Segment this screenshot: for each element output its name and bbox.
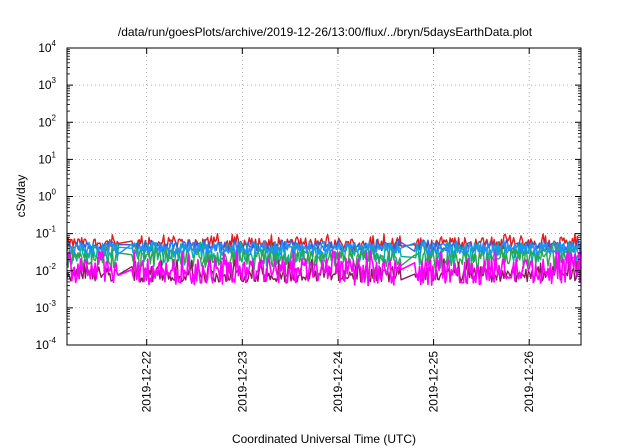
chart-title: /data/run/goesPlots/archive/2019-12-26/1…: [118, 25, 533, 39]
x-tick-label: 2019-12-25: [427, 351, 441, 413]
y-tick-label: 102: [38, 113, 56, 129]
series-line: [66, 249, 582, 287]
x-axis: 2019-12-22 2019-12-23 2019-12-24 2019-12-25…: [140, 48, 536, 413]
y-axis-label: cSv/day: [14, 175, 28, 218]
x-tick-label: 2019-12-23: [235, 351, 249, 413]
y-tick-label: 100: [38, 188, 56, 204]
y-tick-label: 10-2: [36, 262, 57, 278]
y-tick-label: 103: [38, 76, 56, 92]
x-tick-label: 2019-12-22: [140, 351, 154, 413]
y-tick-label: 10-4: [36, 336, 57, 352]
x-axis-label: Coordinated Universal Time (UTC): [232, 432, 416, 446]
series-group: [66, 232, 582, 287]
y-tick-label: 10-1: [36, 225, 57, 241]
y-tick-label: 10-3: [36, 299, 57, 315]
x-tick-label: 2019-12-26: [522, 351, 536, 413]
x-tick-label: 2019-12-24: [331, 351, 345, 413]
series-line: [66, 245, 582, 272]
y-tick-label: 101: [38, 150, 56, 166]
y-axis: 10-4 10-3 10-2 10-1 100 101 102 103 104: [36, 39, 581, 352]
series-line: [66, 239, 582, 257]
grid: [67, 48, 581, 345]
y-tick-label: 104: [38, 39, 56, 55]
